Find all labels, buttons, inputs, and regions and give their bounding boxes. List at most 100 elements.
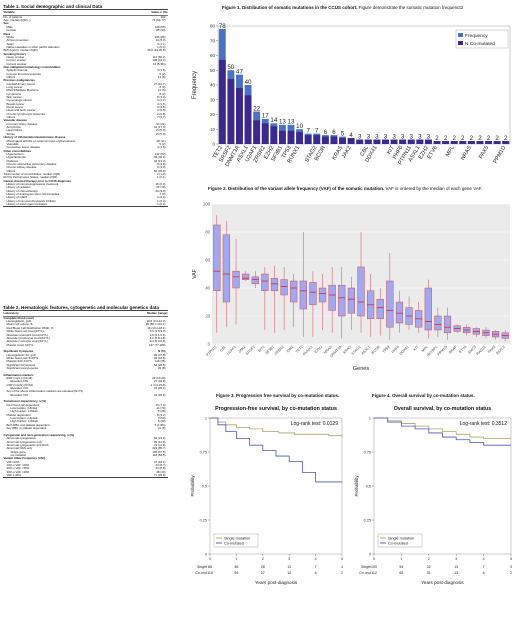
box	[261, 273, 269, 292]
row-label: Chronic lymphocytic leukemia	[6, 112, 45, 116]
table-row: Absolute lymphocyte count(10⁹/L) 1.2 (0.8…	[3, 337, 168, 340]
row-value: 26 (9.9)	[155, 189, 166, 193]
bar-co-mutated	[253, 120, 261, 144]
table-row: Non-malignant hematology comorbidities	[3, 66, 168, 69]
table-row: Other comorbidities	[3, 150, 168, 153]
table-row: Significant bicytopenia 54 (20.6)	[3, 364, 168, 367]
data-label: 13	[288, 119, 295, 126]
table-row: CRP (mm/hr) (N=61) 1.3 (0.15-6)	[3, 384, 168, 387]
bar-co-mutated	[407, 139, 415, 144]
row-value: 223 (85.7)	[152, 447, 166, 451]
bar-co-mutated	[399, 139, 407, 144]
bar-co-mutated	[459, 141, 467, 144]
bar-co-mutated	[493, 141, 501, 144]
table-row: MGUS/Multiple Myeloma 12 (5)	[3, 89, 168, 92]
row-label: Asian	[6, 42, 14, 46]
row-label: Aplastic Anemia	[6, 69, 28, 73]
row-label: VAF<10%	[6, 460, 20, 464]
row-value: 25 (10)	[156, 186, 166, 190]
row-value: 27 (10.7)	[153, 82, 166, 86]
y-tick-label: 0.5	[366, 484, 371, 488]
row-value: 5 (2)	[159, 142, 166, 146]
data-label: 2	[487, 135, 491, 142]
table-row: White blood cell count(10⁹/L) 5.9 (3.9-9.…	[3, 330, 168, 333]
figure1-title-text: Figure 1. Distribution of somatic mutati…	[222, 5, 358, 10]
row-value: 54 (21)	[156, 122, 166, 126]
x-tick-label: KIT	[386, 144, 396, 155]
risk-row-label: Single	[197, 565, 207, 569]
table-row: Vascular disease	[3, 119, 168, 122]
table-row: Age, median (IQR), y 71 (63-77)	[3, 19, 168, 22]
y-tick-label: 40	[205, 286, 210, 291]
row-label: Complete blood count	[3, 316, 35, 320]
row-value: 27 (42.9)	[153, 380, 166, 384]
risk-value: 13	[454, 571, 458, 575]
table-row: Stroke 15 (5.9)	[3, 133, 168, 136]
table1-body: Variable Value, n (%) No. of patients 262…	[3, 9, 168, 208]
row-value: 262	[160, 15, 166, 19]
y-axis-label: VAF	[192, 269, 198, 278]
y-tick-label: 10	[210, 127, 216, 132]
row-value: 8 (3.3)	[157, 166, 166, 170]
row-label: History of chemotherapy	[6, 189, 38, 193]
row-value: 5 (40)	[157, 420, 166, 424]
box	[222, 234, 231, 303]
table-row: Elevated, N% 34 (46.6)	[3, 394, 168, 397]
row-label: African American	[6, 39, 29, 43]
row-label: Low burden: 2-6/4wk	[10, 417, 38, 421]
row-value: 3 (1.1)	[157, 42, 166, 46]
row-value: 21 (8)	[157, 427, 166, 431]
risk-row-label: Co-mut	[195, 571, 208, 575]
row-value: 2 (0.8)	[157, 112, 166, 116]
row-value: 112 (50.2)	[152, 55, 166, 59]
row-label: Arrhythmia	[6, 126, 21, 130]
table-row: Chronic kidney disease 8 (3.3)	[3, 166, 168, 169]
table1-rows: No. of patients 262 Age, median (IQR), y 71…	[3, 16, 168, 207]
row-label: Rheumatoid arthritis or systemic lupus e…	[6, 139, 76, 143]
x-tick-label: 5	[341, 557, 343, 561]
row-value: 85 (33)	[156, 29, 166, 33]
table-row: Co-mutation 118 (52.5)	[3, 454, 168, 457]
x-axis-label: Years post-diagnosis	[255, 580, 298, 585]
row-value: 1.2 (0.8-1.8)	[149, 336, 166, 340]
row-value: 14 (5.3)	[155, 39, 166, 43]
x-tick-label: SMC3	[467, 345, 477, 355]
data-label: 6	[324, 129, 328, 136]
y-tick-label: 70	[210, 38, 216, 43]
row-value: 28 (10)	[156, 470, 166, 474]
bar-co-mutated	[236, 87, 243, 144]
table-row: Abnormal cytogenetics only 39 (14.9)	[3, 441, 168, 444]
row-label: Age, median (IQR), y	[3, 19, 31, 23]
row-label: Gynecologic cancer	[6, 99, 32, 103]
row-value: 1 (0.4)	[157, 203, 166, 207]
row-label: Transfusion dependency, n (%)	[3, 400, 47, 404]
bar-co-mutated	[467, 141, 475, 144]
y-tick-label: 0	[208, 342, 211, 347]
row-value: 28 (11)	[156, 139, 166, 143]
data-label: 3	[367, 133, 371, 140]
table-row: Low burden: 3-6/4wk 14 (74)	[3, 407, 168, 410]
x-tick-label: 0	[373, 557, 375, 561]
data-label: 78	[219, 23, 226, 30]
bar-co-mutated	[390, 139, 398, 144]
box	[242, 273, 250, 280]
table2-body: Laboratory Median (range) Complete blood…	[3, 310, 168, 479]
data-label: 3	[427, 133, 431, 140]
risk-value: 59	[234, 571, 238, 575]
legend-swatch-co-mutated	[458, 41, 463, 45]
risk-row-label: Single	[361, 565, 371, 569]
x-tick-label: WT1	[257, 345, 265, 353]
data-label: 40	[245, 79, 252, 86]
x-tick-label: 4	[483, 557, 485, 561]
table-row: Diabetes 34 (13.3)	[3, 160, 168, 163]
row-label: Chronic kidney disease	[6, 166, 37, 170]
row-label: History of immunal checkpoint inhibitor	[6, 199, 56, 203]
row-label: Lymphoma	[6, 92, 21, 96]
row-label: Inflammation markers	[3, 373, 34, 377]
x-tick-label: PTPN11	[205, 345, 217, 357]
row-value: 3 (60)	[157, 417, 166, 421]
row-label: Cancer-directed therapy prior to CCUS di…	[3, 179, 71, 183]
data-label: 10	[296, 123, 303, 130]
row-value: N (%)	[158, 350, 166, 354]
